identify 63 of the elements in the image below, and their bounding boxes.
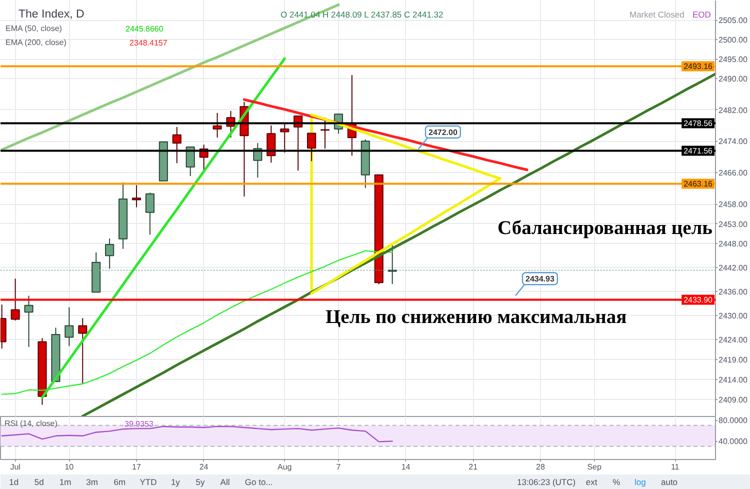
ref-line-label: 2493.16: [684, 62, 714, 72]
annotation: Сбалансированная цель: [498, 218, 712, 239]
y-tick-label: 2419.00: [718, 355, 748, 364]
y-tick-label: 2482.00: [718, 106, 748, 115]
x-tick-label: Sep: [587, 462, 602, 472]
text: 5y: [196, 477, 206, 487]
y-tick-label: 2466.00: [718, 168, 748, 178]
text: 13:06:23 (UTC): [516, 477, 576, 487]
y-tick-label: 2458.00: [718, 200, 748, 210]
y-tick-label: 2453.00: [718, 220, 748, 229]
text: The Index, D: [18, 8, 84, 20]
text: YTD: [140, 477, 157, 487]
annotation: EMA (50, close): [6, 24, 62, 33]
annotation: Цель по снижению максимальная: [326, 307, 628, 328]
text: 3m: [86, 477, 98, 487]
annotation: 2434.93: [526, 274, 555, 284]
x-tick-label: 7: [336, 462, 342, 472]
y-tick-label: 2490.00: [718, 74, 748, 84]
x-tick-label: 17: [132, 462, 142, 472]
y-tick-label: 2474.00: [718, 137, 748, 146]
x-tick-label: Jul: [10, 462, 21, 472]
annotation: 39.9353: [124, 420, 154, 428]
text: 1m: [59, 477, 72, 487]
text: 6m: [114, 477, 126, 487]
annotation: EOD: [692, 10, 711, 20]
text: All: [220, 477, 230, 487]
x-tick-label: 28: [536, 462, 546, 472]
y-tick-label: 2436.00: [718, 287, 748, 296]
text: log: [634, 477, 646, 487]
text: 5d: [34, 477, 44, 487]
y-tick-label: 2448.00: [718, 240, 748, 249]
annotation: 2472.00: [428, 128, 458, 137]
x-tick-label: Aug: [278, 462, 292, 472]
x-tick-label: 14: [401, 462, 411, 472]
text: 1d: [9, 477, 19, 487]
y-tick-label: 2414.00: [718, 375, 748, 384]
annotation: 2348.4157: [130, 38, 168, 48]
y-tick-label: 80.0000: [718, 416, 748, 426]
y-tick-label: 40.0000: [718, 437, 748, 446]
ref-line-label: 2471.56: [684, 146, 714, 156]
text: ext: [586, 477, 598, 487]
y-tick-label: 2495.00: [718, 55, 748, 64]
y-tick-label: 2500.00: [718, 36, 748, 45]
annotation: Market Closed: [630, 10, 685, 20]
ref-line-label: 2478.56: [684, 119, 714, 128]
annotation: EMA (200, close): [6, 38, 67, 47]
y-tick-label: 2505.00: [718, 16, 748, 26]
y-tick-label: 2430.00: [718, 311, 748, 320]
text: Go to...: [244, 477, 273, 487]
y-tick-label: 2442.00: [718, 263, 748, 272]
ref-line-label: 2433.90: [684, 296, 714, 305]
annotation: RSI (14, close): [4, 419, 58, 428]
x-tick-label: 10: [64, 462, 74, 472]
text: 1y: [170, 477, 181, 487]
ref-line-label: 2463.16: [684, 180, 714, 189]
text: %: [612, 477, 621, 487]
x-tick-label: 11: [670, 462, 680, 472]
x-tick-label: 24: [199, 462, 209, 472]
y-tick-label: 2409.00: [718, 396, 748, 405]
x-tick-label: 21: [468, 462, 478, 472]
y-tick-label: 2424.00: [718, 335, 748, 344]
annotation: 2445.8660: [126, 24, 164, 34]
text: auto: [660, 477, 678, 487]
